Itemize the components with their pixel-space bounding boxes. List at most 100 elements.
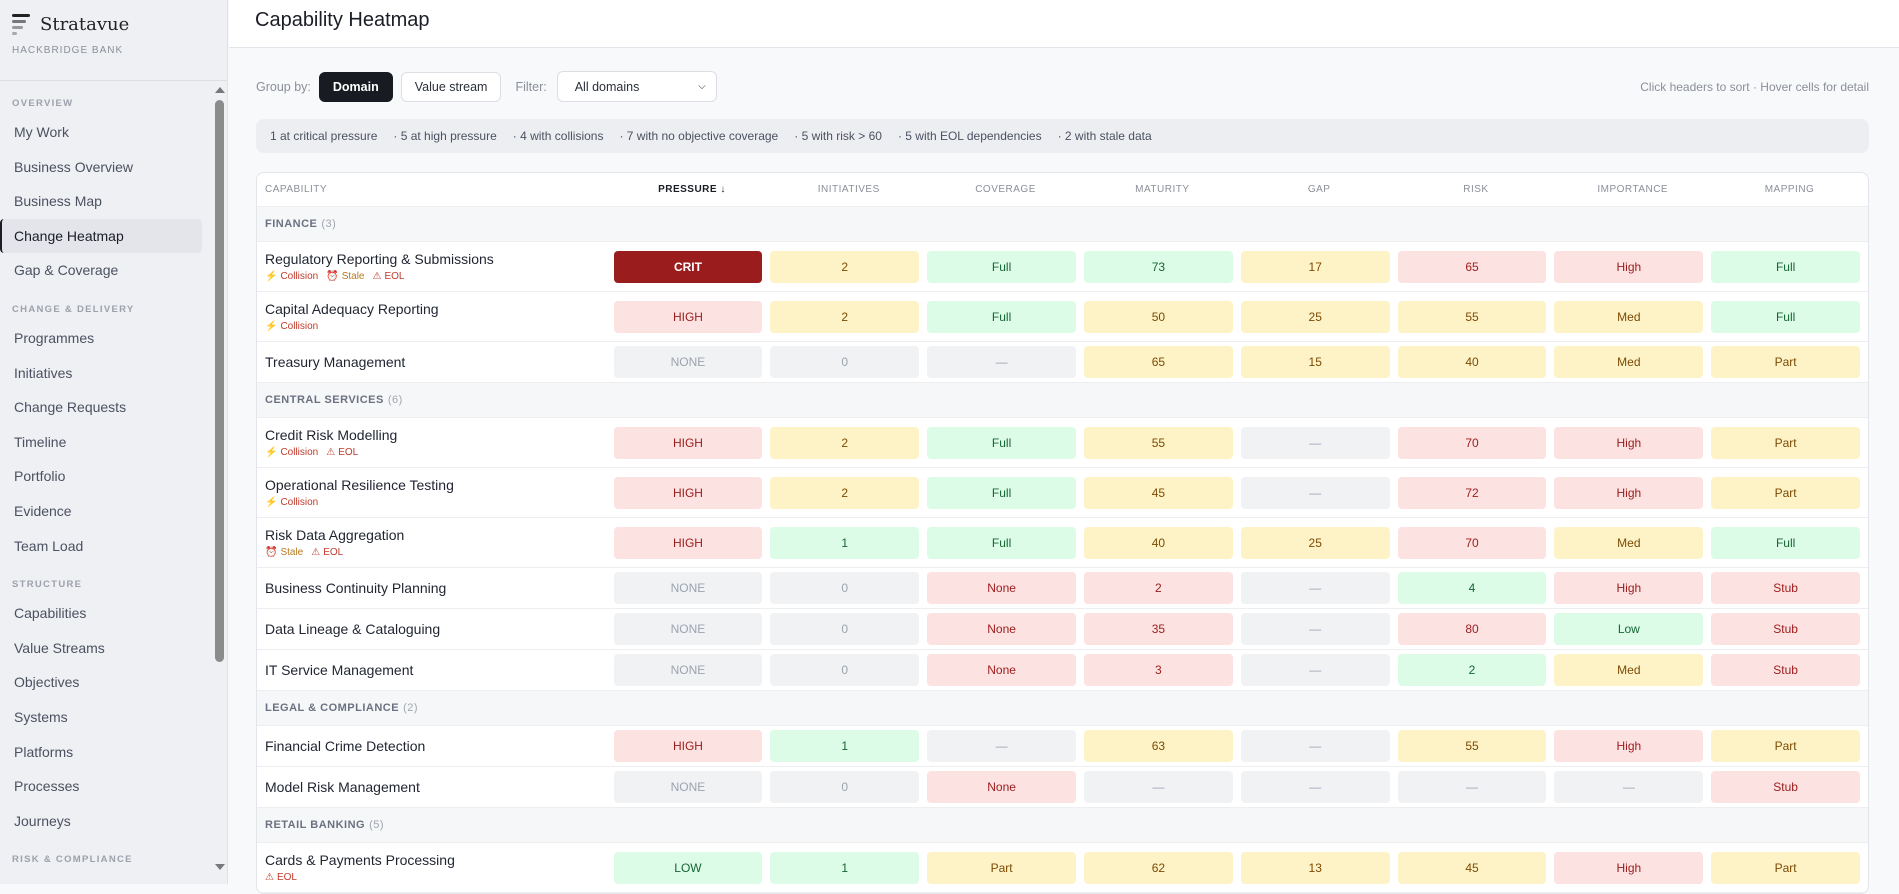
sidebar-item-gap-coverage[interactable]: Gap & Coverage xyxy=(0,253,202,288)
sidebar-item-programmes[interactable]: Programmes xyxy=(0,321,202,356)
cell-pressure[interactable]: NONE xyxy=(614,572,763,604)
cell-pressure[interactable]: HIGH xyxy=(614,527,763,559)
sidebar-item-capabilities[interactable]: Capabilities xyxy=(0,596,202,631)
cell-initiatives[interactable]: 2 xyxy=(770,477,919,509)
capability-name[interactable]: Financial Crime Detection xyxy=(265,738,614,754)
cell-gap[interactable]: — xyxy=(1241,572,1390,604)
cell-maturity[interactable]: 3 xyxy=(1084,654,1233,686)
cell-risk[interactable]: 2 xyxy=(1398,654,1547,686)
cell-gap[interactable]: — xyxy=(1241,477,1390,509)
scroll-up-icon[interactable] xyxy=(215,87,225,93)
cell-initiatives[interactable]: 0 xyxy=(770,613,919,645)
cell-coverage[interactable]: None xyxy=(927,572,1076,604)
cell-gap[interactable]: 15 xyxy=(1241,346,1390,378)
capability-name[interactable]: Credit Risk Modelling xyxy=(265,427,614,443)
cell-maturity[interactable]: 55 xyxy=(1084,427,1233,459)
cell-initiatives[interactable]: 2 xyxy=(770,251,919,283)
cell-coverage[interactable]: Part xyxy=(927,852,1076,884)
sidebar-item-change-requests[interactable]: Change Requests xyxy=(0,390,202,425)
cell-mapping[interactable]: Part xyxy=(1711,852,1860,884)
capability-name[interactable]: Risk Data Aggregation xyxy=(265,527,614,543)
table-row[interactable]: Regulatory Reporting & Submissions⚡Colli… xyxy=(257,242,1868,292)
cell-maturity[interactable]: 50 xyxy=(1084,301,1233,333)
cell-importance[interactable]: High xyxy=(1554,730,1703,762)
cell-pressure[interactable]: HIGH xyxy=(614,730,763,762)
cell-risk[interactable]: 80 xyxy=(1398,613,1547,645)
cell-importance[interactable]: High xyxy=(1554,852,1703,884)
scroll-down-icon[interactable] xyxy=(215,864,225,870)
cell-maturity[interactable]: 45 xyxy=(1084,477,1233,509)
sidebar-item-team-load[interactable]: Team Load xyxy=(0,529,202,564)
cell-initiatives[interactable]: 2 xyxy=(770,301,919,333)
cell-risk[interactable]: 70 xyxy=(1398,427,1547,459)
cell-risk[interactable]: 40 xyxy=(1398,346,1547,378)
cell-maturity[interactable]: 63 xyxy=(1084,730,1233,762)
cell-importance[interactable]: High xyxy=(1554,477,1703,509)
sidebar-item-systems[interactable]: Systems xyxy=(0,700,202,735)
cell-mapping[interactable]: Stub xyxy=(1711,613,1860,645)
cell-gap[interactable]: — xyxy=(1241,654,1390,686)
cell-coverage[interactable]: — xyxy=(927,346,1076,378)
cell-pressure[interactable]: NONE xyxy=(614,654,763,686)
table-row[interactable]: Operational Resilience Testing⚡Collision… xyxy=(257,468,1868,518)
cell-risk[interactable]: 72 xyxy=(1398,477,1547,509)
cell-importance[interactable]: — xyxy=(1554,771,1703,803)
cell-initiatives[interactable]: 0 xyxy=(770,654,919,686)
sidebar-item-business-overview[interactable]: Business Overview xyxy=(0,150,202,185)
cell-mapping[interactable]: Stub xyxy=(1711,771,1860,803)
cell-pressure[interactable]: LOW xyxy=(614,852,763,884)
cell-maturity[interactable]: 65 xyxy=(1084,346,1233,378)
capability-name[interactable]: Model Risk Management xyxy=(265,779,614,795)
cell-pressure[interactable]: HIGH xyxy=(614,477,763,509)
capability-name[interactable]: Data Lineage & Cataloguing xyxy=(265,621,614,637)
cell-coverage[interactable]: None xyxy=(927,613,1076,645)
cell-mapping[interactable]: Full xyxy=(1711,301,1860,333)
cell-maturity[interactable]: 2 xyxy=(1084,572,1233,604)
cell-mapping[interactable]: Full xyxy=(1711,527,1860,559)
cell-pressure[interactable]: CRIT xyxy=(614,251,763,283)
cell-risk[interactable]: 55 xyxy=(1398,301,1547,333)
group-header-retail-banking[interactable]: RETAIL BANKING(5) xyxy=(257,808,1868,843)
cell-importance[interactable]: Low xyxy=(1554,613,1703,645)
cell-maturity[interactable]: 73 xyxy=(1084,251,1233,283)
sidebar-item-business-map[interactable]: Business Map xyxy=(0,184,202,219)
cell-importance[interactable]: Med xyxy=(1554,654,1703,686)
cell-initiatives[interactable]: 0 xyxy=(770,771,919,803)
cell-coverage[interactable]: Full xyxy=(927,301,1076,333)
cell-coverage[interactable]: Full xyxy=(927,527,1076,559)
cell-mapping[interactable]: Part xyxy=(1711,477,1860,509)
cell-coverage[interactable]: Full xyxy=(927,251,1076,283)
sidebar-item-journeys[interactable]: Journeys xyxy=(0,804,202,839)
cell-coverage[interactable]: Full xyxy=(927,477,1076,509)
cell-initiatives[interactable]: 1 xyxy=(770,730,919,762)
cell-pressure[interactable]: HIGH xyxy=(614,301,763,333)
cell-risk[interactable]: 65 xyxy=(1398,251,1547,283)
scrollbar-thumb[interactable] xyxy=(215,100,224,662)
cell-gap[interactable]: 17 xyxy=(1241,251,1390,283)
sidebar-item-my-work[interactable]: My Work xyxy=(0,115,202,150)
capability-name[interactable]: Cards & Payments Processing xyxy=(265,852,614,868)
cell-importance[interactable]: Med xyxy=(1554,301,1703,333)
capability-name[interactable]: Regulatory Reporting & Submissions xyxy=(265,251,614,267)
sidebar-scrollbar[interactable] xyxy=(212,82,226,884)
cell-maturity[interactable]: 35 xyxy=(1084,613,1233,645)
cell-coverage[interactable]: None xyxy=(927,771,1076,803)
column-header-mapping[interactable]: MAPPING xyxy=(1711,184,1868,195)
cell-pressure[interactable]: NONE xyxy=(614,346,763,378)
cell-coverage[interactable]: — xyxy=(927,730,1076,762)
capability-name[interactable]: Treasury Management xyxy=(265,354,614,370)
cell-initiatives[interactable]: 1 xyxy=(770,527,919,559)
cell-importance[interactable]: Med xyxy=(1554,527,1703,559)
column-header-risk[interactable]: RISK xyxy=(1398,184,1555,195)
column-header-importance[interactable]: IMPORTANCE xyxy=(1554,184,1711,195)
cell-initiatives[interactable]: 1 xyxy=(770,852,919,884)
cell-mapping[interactable]: Full xyxy=(1711,251,1860,283)
cell-importance[interactable]: Med xyxy=(1554,346,1703,378)
